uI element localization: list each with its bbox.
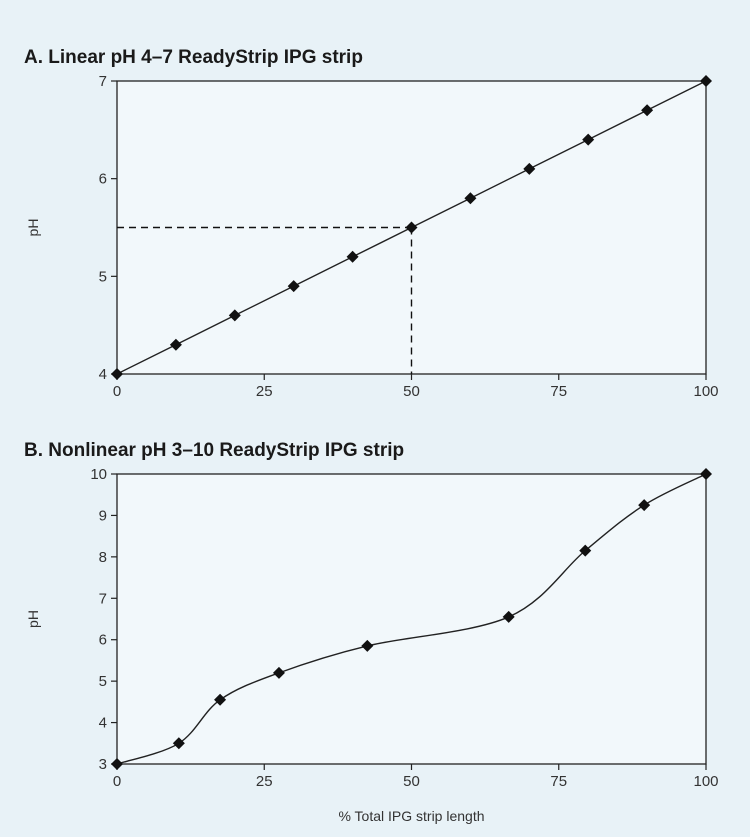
chart-b: B. Nonlinear pH 3–10 ReadyStrip IPG stri… [24, 440, 719, 824]
chart-title: B. Nonlinear pH 3–10 ReadyStrip IPG stri… [24, 440, 404, 461]
y-tick-label: 5 [99, 673, 107, 690]
y-tick-label: 5 [99, 268, 107, 285]
y-tick-label: 6 [99, 171, 107, 188]
y-axis-label: pH [25, 219, 41, 237]
y-tick-label: 9 [99, 507, 107, 524]
x-tick-label: 25 [256, 773, 273, 790]
x-tick-label: 25 [256, 383, 273, 400]
y-tick-label: 10 [90, 466, 107, 483]
data-point [111, 368, 123, 380]
data-point [287, 280, 300, 293]
data-point [228, 309, 241, 322]
x-tick-label: 75 [550, 773, 567, 790]
data-point [111, 758, 123, 770]
chart-title: A. Linear pH 4–7 ReadyStrip IPG strip [24, 47, 363, 68]
data-point [700, 468, 712, 480]
data-point [641, 104, 654, 117]
data-point [579, 544, 592, 557]
chart-a: A. Linear pH 4–7 ReadyStrip IPG strip 4 5 6… [24, 47, 719, 400]
data-point [169, 338, 182, 351]
data-point [172, 737, 185, 750]
data-point [582, 133, 595, 146]
y-tick-label: 7 [99, 73, 107, 90]
data-point [346, 250, 359, 263]
x-tick-label: 0 [113, 773, 121, 790]
y-tick-label: 3 [99, 756, 107, 773]
data-point [502, 610, 515, 623]
y-tick-label: 4 [99, 366, 107, 383]
x-axis-label: % Total IPG strip length [338, 808, 484, 824]
data-point [405, 221, 418, 234]
y-tick-label: 6 [99, 632, 107, 649]
x-tick-label: 75 [550, 383, 567, 400]
plot-frame [116, 473, 707, 765]
series-line [116, 473, 707, 765]
data-point [464, 192, 477, 205]
x-tick-label: 100 [693, 383, 718, 400]
x-tick-label: 100 [693, 773, 718, 790]
data-point [700, 75, 712, 87]
y-tick-label: 7 [99, 590, 107, 607]
x-tick-label: 50 [403, 383, 420, 400]
x-tick-label: 50 [403, 773, 420, 790]
x-tick-label: 0 [113, 383, 121, 400]
y-axis-label: pH [25, 610, 41, 628]
data-point [523, 162, 536, 175]
y-tick-label: 4 [99, 715, 107, 732]
data-point [272, 666, 285, 679]
data-point [638, 499, 651, 512]
data-point [361, 639, 374, 652]
data-point [214, 693, 227, 706]
y-tick-label: 8 [99, 549, 107, 566]
